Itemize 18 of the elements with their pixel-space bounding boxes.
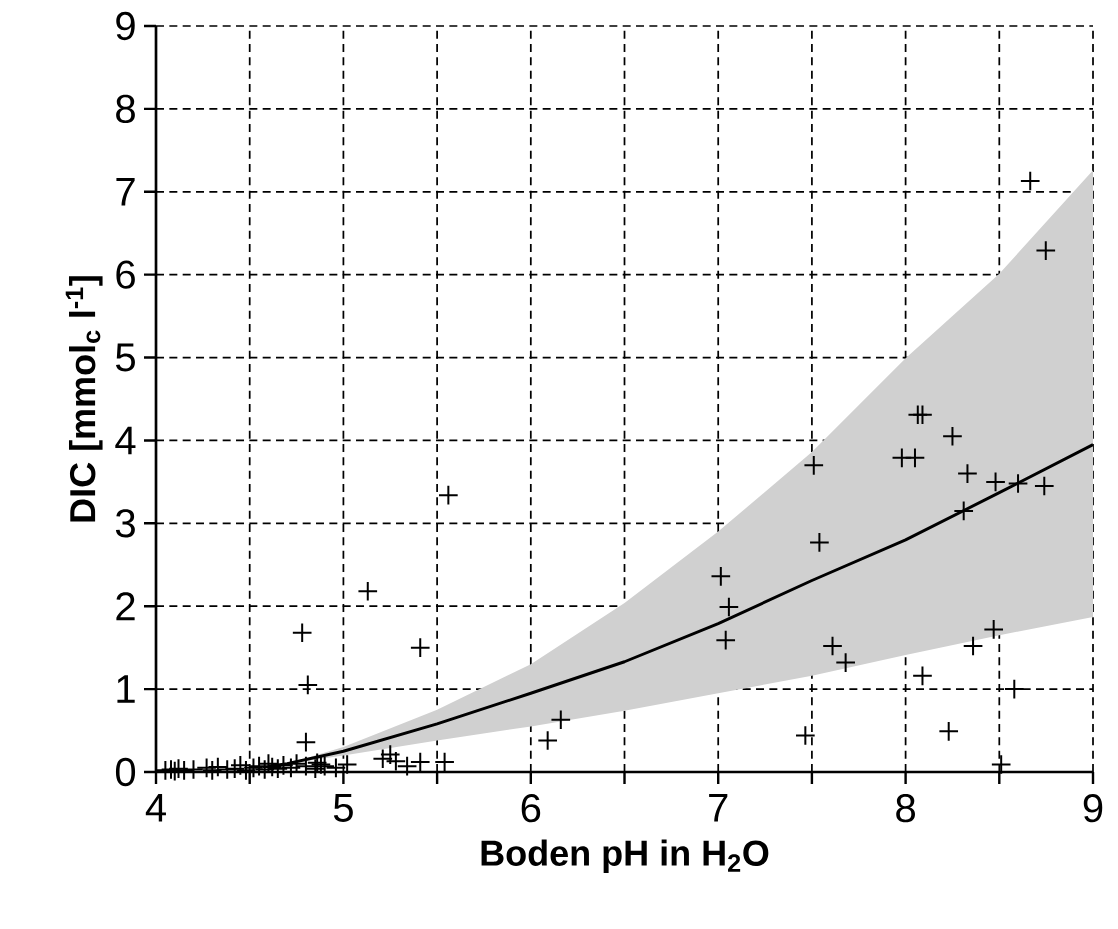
y-tick-label: 2 <box>116 592 135 621</box>
x-axis-title: Boden pH in H$_{2}$O <box>481 839 769 874</box>
y-tick-label: 4 <box>115 426 136 455</box>
x-tick-label: 7 <box>709 794 728 822</box>
x-tick-label: 9 <box>1083 794 1103 823</box>
y-tick-label: 0 <box>115 757 136 787</box>
y-tick-label: 9 <box>116 11 135 41</box>
y-tick-label: 8 <box>116 94 135 124</box>
y-axis-title: DIC [mmol$_{c}$ l$^{-1}$] <box>65 276 103 522</box>
x-tick-label: 6 <box>521 794 541 823</box>
y-tick-label: 1 <box>117 675 135 703</box>
y-tick-label: 3 <box>115 509 135 538</box>
y-tick-label: 7 <box>116 178 135 206</box>
y-tick-label: 5 <box>115 343 135 372</box>
x-tick-label: 8 <box>896 794 915 823</box>
x-tick-label: 5 <box>333 794 353 822</box>
y-tick-label: 6 <box>116 260 135 289</box>
x-tick-label: 4 <box>145 794 166 822</box>
